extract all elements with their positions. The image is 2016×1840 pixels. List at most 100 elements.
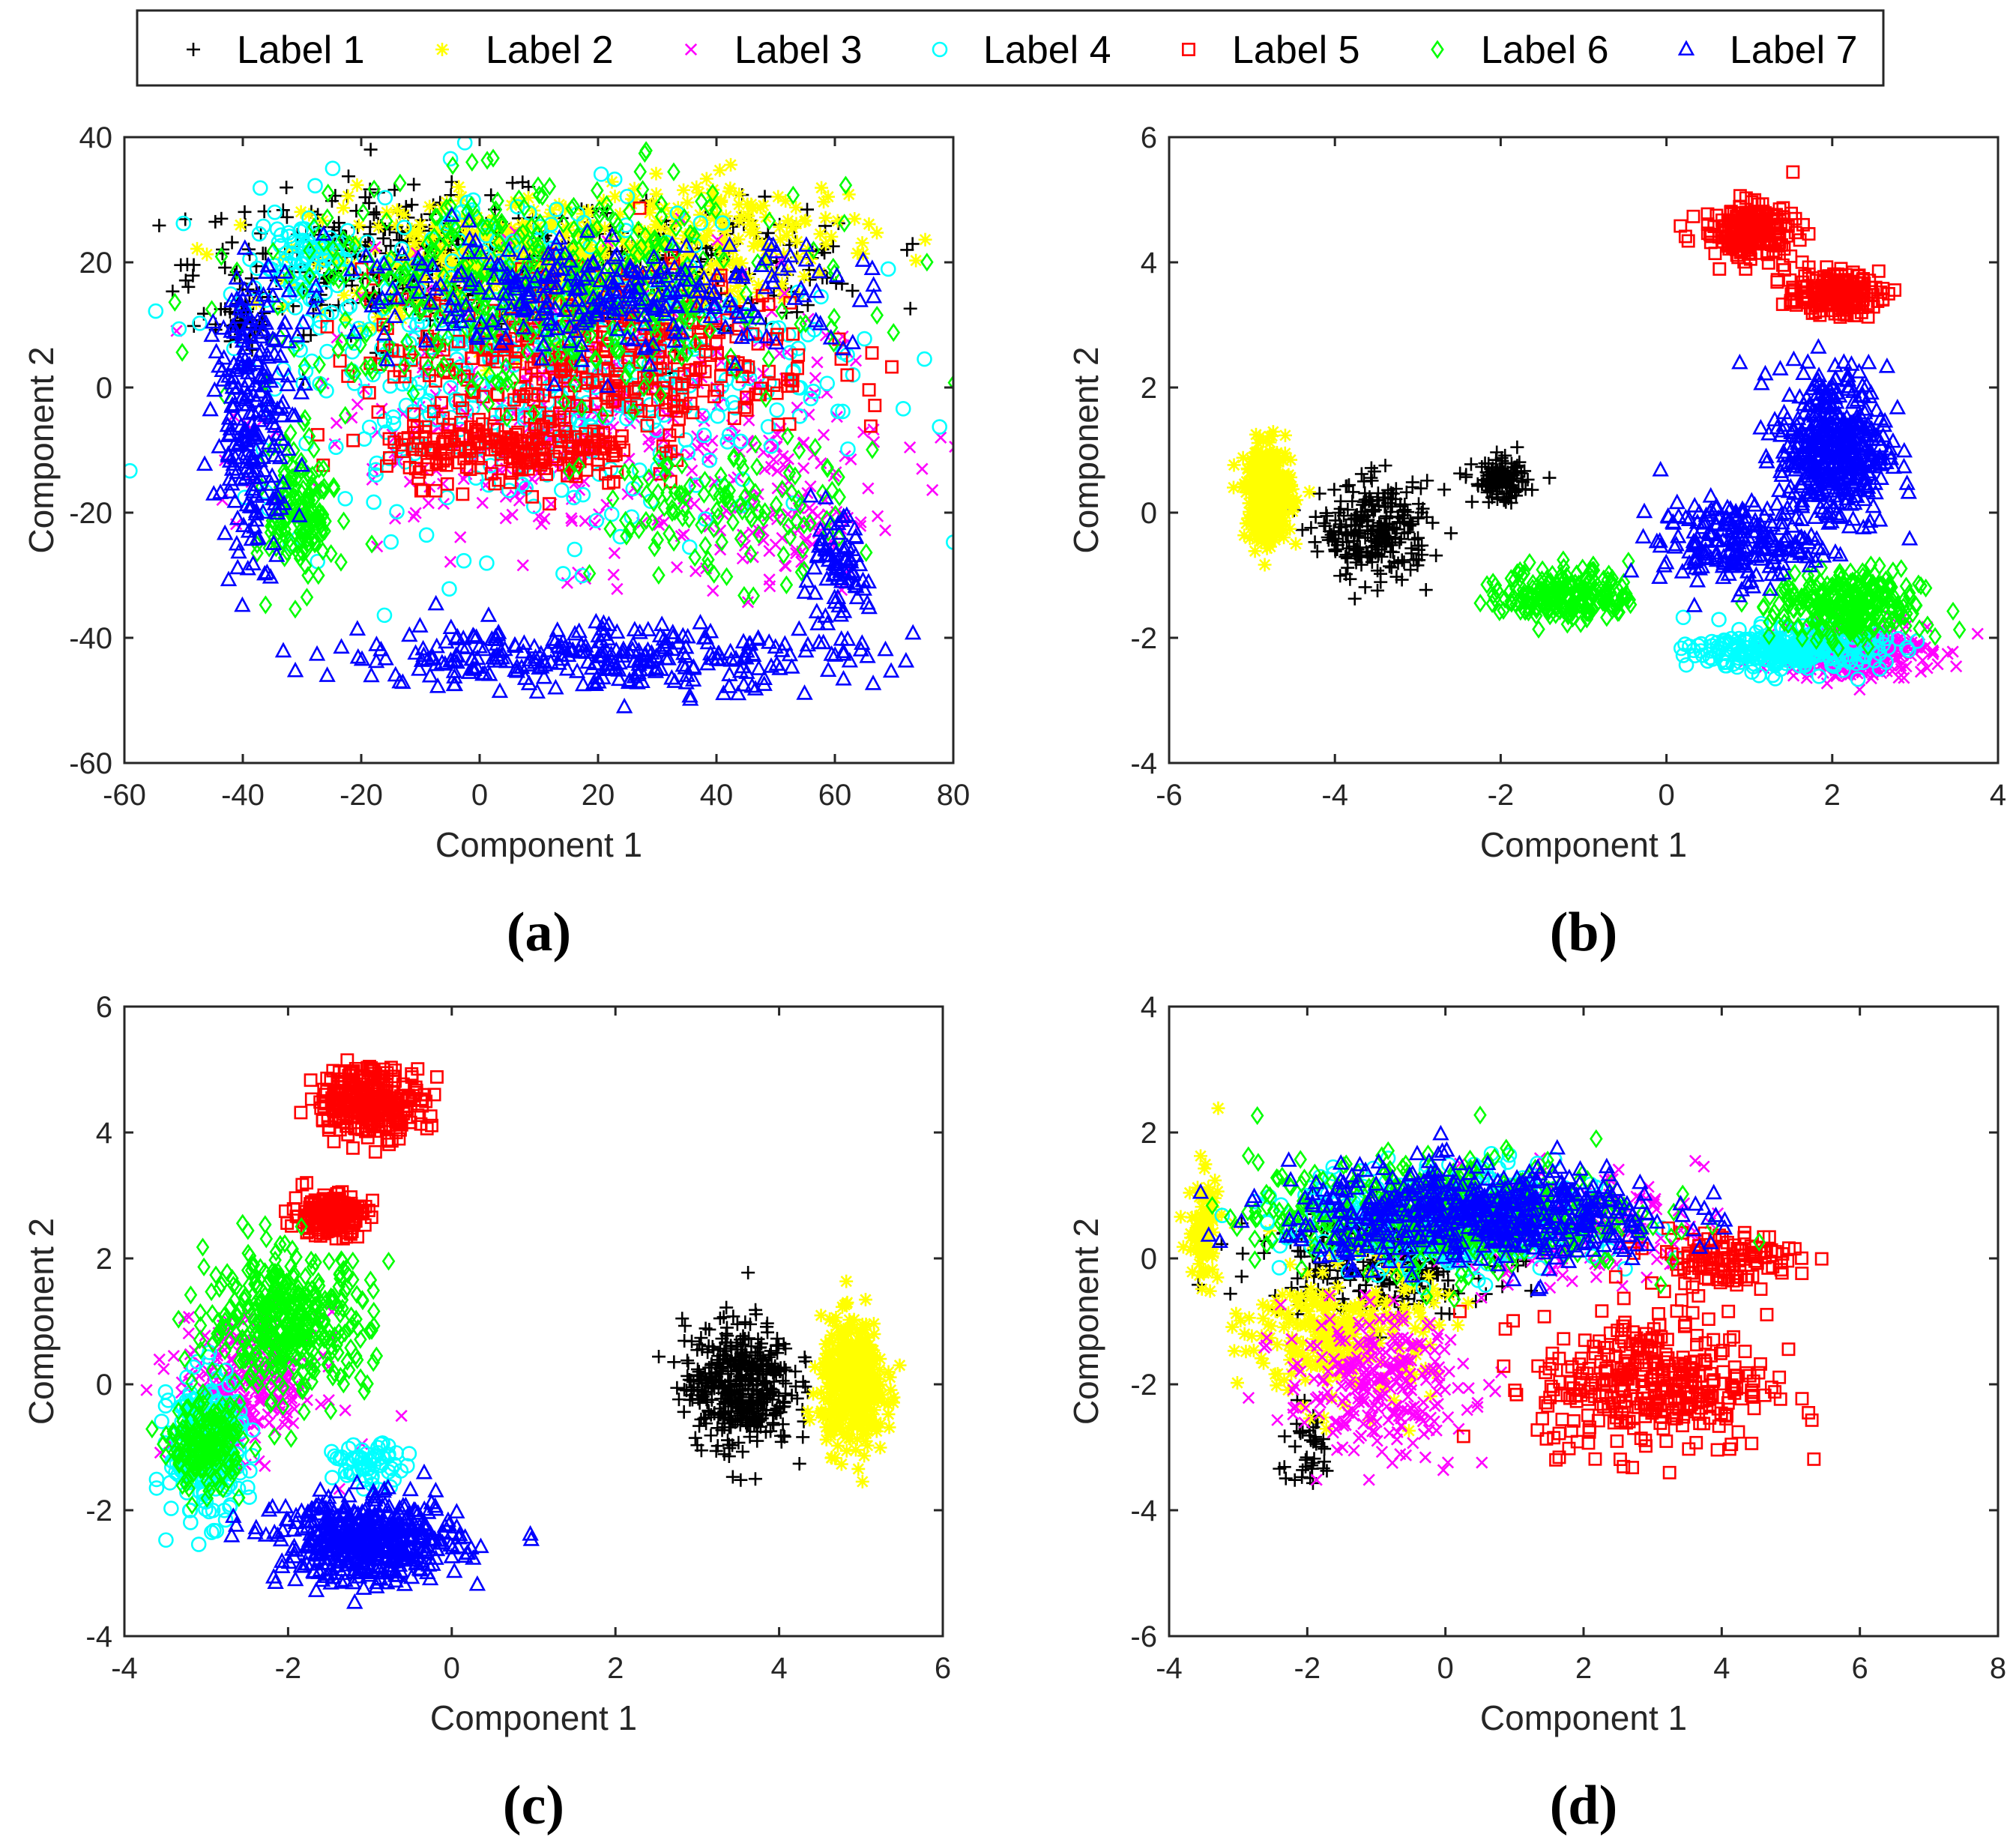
data-point (786, 185, 800, 205)
data-point (629, 263, 646, 280)
data-point (525, 637, 543, 654)
data-point (706, 295, 723, 311)
data-point (339, 313, 353, 327)
x-axis-label: Component 1 (435, 825, 642, 864)
data-point (773, 220, 787, 234)
data-point (786, 289, 803, 305)
data-point (610, 670, 628, 687)
data-point (411, 660, 428, 676)
data-point (776, 247, 791, 262)
data-point (794, 562, 809, 582)
data-point (178, 274, 193, 288)
data-point (411, 617, 429, 633)
data-point (630, 666, 647, 681)
data-point (771, 190, 785, 204)
data-point (741, 360, 755, 374)
data-point (317, 477, 331, 497)
data-point (256, 367, 273, 382)
data-point (558, 334, 572, 353)
data-point (539, 642, 557, 658)
data-point (236, 350, 254, 367)
data-point (733, 433, 749, 450)
data-point (174, 258, 188, 272)
data-point (824, 229, 839, 244)
data-point (819, 375, 835, 391)
data-point (642, 468, 656, 488)
data-point (588, 669, 606, 685)
data-point (573, 352, 591, 367)
data-point (454, 531, 467, 543)
data-point (675, 399, 689, 413)
data-point (688, 548, 701, 567)
data-point (259, 297, 276, 313)
data-point (529, 437, 543, 451)
data-point (534, 349, 551, 366)
y-tick-label: -40 (69, 622, 112, 655)
y-tick-label: 0 (96, 372, 112, 405)
data-point (562, 265, 580, 281)
data-point (327, 479, 341, 498)
data-point (695, 629, 713, 645)
data-point (389, 218, 403, 232)
data-point (278, 526, 292, 546)
data-point (713, 163, 727, 178)
data-point (459, 460, 474, 474)
data-point (790, 512, 803, 531)
data-point (698, 213, 713, 227)
data-point (666, 259, 683, 274)
data-point (283, 423, 298, 443)
data-point (692, 215, 709, 231)
data-point (302, 426, 316, 446)
data-point (666, 323, 684, 339)
data-point (389, 504, 405, 520)
legend-box (136, 9, 1885, 87)
data-point (594, 237, 608, 257)
data-point (367, 309, 384, 325)
data-point (618, 217, 634, 233)
data-point (723, 284, 737, 298)
data-point (602, 237, 616, 251)
data-point (487, 422, 501, 436)
data-point (495, 295, 512, 310)
data-point (830, 514, 847, 531)
data-point (683, 396, 698, 411)
data-point (230, 261, 244, 280)
data-point (542, 268, 559, 284)
data-point (1303, 485, 1317, 499)
legend-label: Label 3 (734, 28, 863, 72)
data-point (796, 540, 809, 559)
data-point (315, 306, 329, 320)
data-point (531, 224, 545, 244)
data-point (832, 562, 849, 579)
data-point (402, 299, 416, 319)
data-point (666, 256, 680, 271)
data-point (433, 235, 447, 255)
data-point (612, 528, 628, 545)
legend-entry: Label 1 (187, 28, 365, 72)
data-point (779, 575, 794, 594)
data-point (492, 233, 506, 253)
data-point (868, 399, 882, 412)
data-point (316, 541, 330, 561)
data-point (1295, 523, 1309, 537)
data-point (608, 546, 621, 560)
data-point (325, 244, 339, 259)
data-point (759, 389, 773, 408)
data-point (652, 449, 666, 468)
data-point (238, 205, 252, 219)
data-point (366, 494, 381, 510)
data-point (257, 263, 275, 279)
data-point (752, 278, 766, 292)
data-point (587, 424, 601, 438)
data-point (280, 440, 297, 456)
data-point (367, 320, 381, 334)
data-point (230, 543, 247, 559)
data-point (461, 202, 474, 222)
data-point (1389, 522, 1404, 537)
data-point (562, 395, 576, 409)
data-point (289, 600, 302, 619)
data-point (769, 402, 785, 418)
data-point (516, 634, 533, 650)
data-point (608, 190, 622, 204)
data-point (238, 495, 256, 512)
